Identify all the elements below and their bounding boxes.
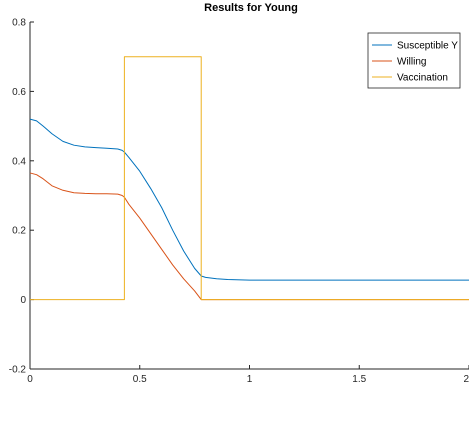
- y-tick-label: 0.8: [12, 18, 26, 29]
- chart-title: Results for Young: [204, 2, 298, 14]
- series-lines: [29, 56, 469, 301]
- series-line-susceptible-y: [29, 118, 469, 281]
- y-tick-label: 0: [20, 295, 26, 306]
- x-tick-label: 2: [463, 374, 469, 385]
- legend-label-susceptible-y: Susceptible Y: [397, 41, 458, 52]
- series-line-vaccination: [30, 56, 469, 301]
- x-tick-label: 0.5: [133, 374, 147, 385]
- y-tick-label: 0.4: [12, 156, 26, 167]
- x-tick-label: 1: [247, 374, 253, 385]
- y-tick-label: 0.2: [12, 226, 26, 237]
- y-tick-label: 0.6: [12, 87, 26, 98]
- axis-ticks: 0 0.5 1 1.5 2-0.200.20.40.60.8: [9, 18, 469, 385]
- x-tick-label: 1.5: [352, 374, 366, 385]
- legend: Susceptible Y Willing Vaccination: [367, 32, 461, 89]
- y-tick-label: -0.2: [9, 365, 27, 376]
- legend-label-willing: Willing: [397, 57, 426, 68]
- legend-label-vaccination: Vaccination: [397, 73, 448, 84]
- x-tick-label: 0: [27, 374, 33, 385]
